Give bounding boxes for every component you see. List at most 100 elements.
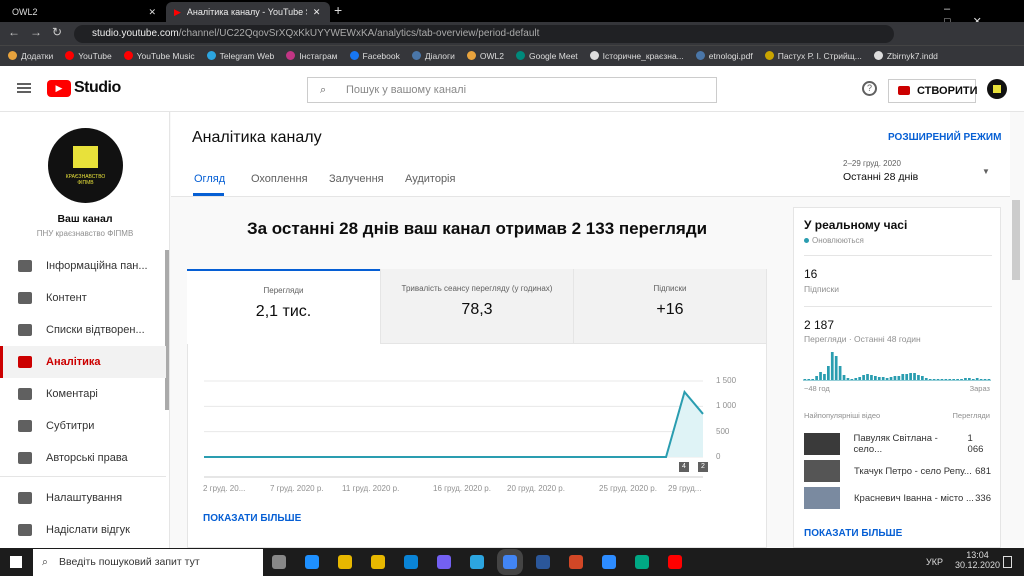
account-avatar[interactable] (987, 79, 1007, 99)
realtime-bar[interactable] (862, 375, 865, 380)
period-select[interactable]: Останні 28 днів (843, 171, 919, 183)
sidebar-item-5[interactable]: Субтитри (0, 410, 166, 442)
bookmark-item[interactable]: Google Meet (515, 51, 578, 61)
sidebar-item-1[interactable]: Контент (0, 282, 166, 314)
bookmark-item[interactable]: OWL2 (466, 51, 504, 61)
realtime-bar[interactable] (924, 378, 928, 380)
bookmark-item[interactable]: YouTube Music (123, 51, 195, 61)
taskbar-search-input[interactable]: ⌕ Введіть пошуковий запит тут (33, 549, 263, 576)
metric-views[interactable]: Перегляди 2,1 тис. (187, 269, 380, 344)
realtime-bar[interactable] (979, 379, 983, 380)
taskbar-app-icon[interactable] (371, 555, 385, 569)
realtime-bar[interactable] (838, 366, 842, 380)
realtime-bar[interactable] (858, 377, 862, 380)
tab-overview[interactable]: Огляд (194, 173, 226, 185)
bookmark-item[interactable]: YouTube (65, 51, 112, 61)
realtime-bar[interactable] (850, 379, 854, 380)
page-scrollbar[interactable] (1012, 200, 1020, 280)
bookmark-item[interactable]: Пастух Р. І. Стрийщ... (764, 51, 862, 61)
realtime-bar[interactable] (842, 375, 846, 380)
sidebar-item-2[interactable]: Списки відтворен... (0, 314, 166, 346)
youtube-logo-icon[interactable]: ▶ (47, 80, 71, 97)
realtime-bar[interactable] (830, 352, 834, 380)
realtime-bar[interactable] (987, 379, 991, 380)
close-icon[interactable]: ✕ (148, 6, 156, 17)
new-tab-button[interactable]: + (334, 2, 343, 18)
show-more-link[interactable]: ПОКАЗАТИ БІЛЬШЕ (203, 513, 302, 524)
bookmark-item[interactable]: Діалоги (411, 51, 455, 61)
url-field[interactable]: studio.youtube.com/channel/UC22QqovSrXQx… (74, 25, 894, 43)
realtime-bar[interactable] (815, 376, 818, 380)
realtime-bar[interactable] (866, 374, 869, 380)
taskbar-app-icon[interactable] (305, 555, 319, 569)
clock[interactable]: 13:04 30.12.2020 (955, 550, 1000, 570)
realtime-bar[interactable] (823, 374, 826, 380)
top-video-row[interactable]: Павуляк Світлана - село... 1 066 (804, 433, 991, 455)
taskbar-app-icon[interactable] (470, 555, 484, 569)
notifications-icon[interactable] (1003, 556, 1012, 568)
top-video-row[interactable]: Красневич Іванна - місто ... 336 (804, 487, 991, 509)
realtime-bar[interactable] (928, 379, 932, 380)
taskbar-app-icon[interactable] (536, 555, 550, 569)
studio-logo[interactable]: Studio (74, 79, 121, 96)
tab-reach[interactable]: Охоплення (251, 173, 308, 185)
realtime-bar[interactable] (905, 374, 909, 380)
realtime-bar[interactable] (854, 378, 858, 380)
realtime-show-more-link[interactable]: ПОКАЗАТИ БІЛЬШЕ (804, 528, 903, 539)
realtime-bar[interactable] (917, 375, 920, 380)
realtime-bar[interactable] (952, 379, 956, 380)
realtime-bar[interactable] (881, 377, 885, 380)
taskbar-app-icon[interactable] (635, 555, 649, 569)
taskbar-app-icon[interactable] (503, 555, 517, 569)
close-icon[interactable]: ✕ (312, 6, 321, 17)
sidebar-item-4[interactable]: Коментарі (0, 378, 166, 410)
bookmark-item[interactable]: Історичне_краєзна... (589, 51, 684, 61)
realtime-bar[interactable] (874, 376, 877, 380)
sidebar-item-0[interactable]: Інформаційна пан... (0, 250, 166, 282)
advanced-mode-link[interactable]: РОЗШИРЕНИЙ РЕЖИМ (888, 132, 1002, 143)
taskbar-app-icon[interactable] (668, 555, 682, 569)
taskbar-app-icon[interactable] (338, 555, 352, 569)
realtime-bar[interactable] (870, 375, 873, 380)
bookmark-item[interactable]: Zbirnyk7.indd (873, 51, 938, 61)
taskbar-app-icon[interactable] (569, 555, 583, 569)
annotation-marker[interactable]: 2 (698, 462, 708, 472)
bookmark-item[interactable]: Інстаграм (286, 51, 338, 61)
bookmark-item[interactable]: Telegram Web (206, 51, 274, 61)
tab-engagement[interactable]: Залучення (329, 173, 384, 185)
realtime-bar[interactable] (964, 378, 967, 380)
realtime-bar[interactable] (971, 379, 975, 380)
browser-tab-analytics[interactable]: ▶ Аналітика каналу - YouTube Stu ✕ (166, 2, 330, 22)
realtime-bar[interactable] (807, 379, 811, 380)
realtime-bar[interactable] (846, 378, 850, 380)
tab-audience[interactable]: Аудиторія (405, 173, 456, 185)
menu-icon[interactable] (17, 83, 31, 93)
realtime-bar[interactable] (921, 376, 924, 380)
taskbar-app-icon[interactable] (404, 555, 418, 569)
dropdown-arrow-icon[interactable]: ▼ (982, 167, 990, 176)
create-button[interactable]: СТВОРИТИ (888, 79, 977, 103)
realtime-bar[interactable] (897, 376, 901, 380)
realtime-bar[interactable] (983, 379, 987, 380)
realtime-bar[interactable] (901, 374, 905, 380)
realtime-bar[interactable] (940, 379, 944, 380)
realtime-bar[interactable] (885, 378, 889, 380)
taskbar-app-icon[interactable] (437, 555, 451, 569)
realtime-bar[interactable] (811, 379, 815, 380)
channel-search-input[interactable]: ⌕ Пошук у вашому каналі (307, 77, 717, 103)
sidebar-item-7[interactable]: Налаштування (0, 482, 166, 514)
realtime-bar[interactable] (877, 377, 881, 380)
channel-avatar[interactable]: КРАЄЗНАВСТВО ФІПМВ (48, 128, 123, 203)
taskbar-app-icon[interactable] (602, 555, 616, 569)
sidebar-scrollbar[interactable] (165, 250, 169, 410)
annotation-marker[interactable]: 4 (679, 462, 689, 472)
sidebar-item-6[interactable]: Авторські права (0, 442, 166, 474)
realtime-bar[interactable] (936, 379, 940, 380)
realtime-bar[interactable] (913, 373, 916, 380)
realtime-bar[interactable] (827, 366, 830, 380)
realtime-bar[interactable] (944, 379, 948, 380)
realtime-bar[interactable] (948, 379, 952, 380)
browser-tab-owl2[interactable]: OWL2 ✕ (4, 2, 164, 22)
nav-buttons[interactable]: ←→↻ (8, 25, 73, 39)
realtime-bar[interactable] (975, 378, 979, 380)
